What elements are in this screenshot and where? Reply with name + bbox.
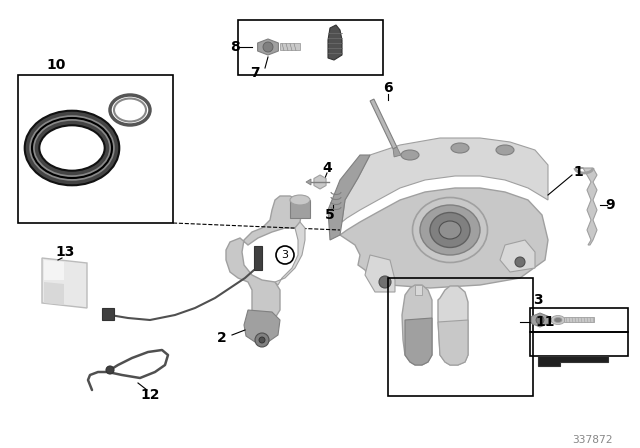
Circle shape [255,333,269,347]
Polygon shape [314,175,326,189]
Polygon shape [438,286,468,365]
Circle shape [263,42,273,52]
Bar [254,246,262,270]
Polygon shape [370,99,397,149]
Circle shape [106,366,114,374]
Text: 12: 12 [140,388,160,402]
Ellipse shape [413,198,488,263]
Polygon shape [275,222,305,285]
Ellipse shape [401,150,419,160]
Polygon shape [226,196,302,322]
Text: 13: 13 [55,245,75,259]
Polygon shape [44,260,64,280]
Bar [388,278,533,396]
Ellipse shape [290,195,310,205]
Circle shape [379,276,391,288]
Polygon shape [340,188,548,288]
Bar [290,200,310,218]
Bar [564,318,594,323]
Ellipse shape [554,318,562,323]
Ellipse shape [496,145,514,155]
Polygon shape [500,240,535,272]
Ellipse shape [439,221,461,239]
Text: 6: 6 [383,81,393,95]
Polygon shape [44,282,64,305]
Polygon shape [258,39,278,55]
Text: 10: 10 [46,58,66,72]
Polygon shape [405,318,432,365]
Polygon shape [575,168,597,245]
Circle shape [536,316,544,324]
Text: 337872: 337872 [572,435,612,445]
Bar [18,75,173,223]
Bar [238,20,383,75]
Polygon shape [531,313,548,327]
Circle shape [515,257,525,267]
Polygon shape [365,255,395,292]
Polygon shape [306,179,311,185]
Bar [530,332,628,356]
Polygon shape [328,155,370,240]
Bar [102,308,114,320]
Text: 1: 1 [573,165,583,179]
Text: 8: 8 [230,40,240,54]
Text: 5: 5 [325,208,335,222]
Text: 9: 9 [605,198,615,212]
Circle shape [259,337,265,343]
Ellipse shape [430,212,470,247]
Polygon shape [438,320,468,365]
Polygon shape [538,356,608,366]
Polygon shape [328,25,342,60]
Polygon shape [342,138,548,222]
Ellipse shape [420,205,480,255]
Polygon shape [244,310,280,342]
Polygon shape [42,258,87,308]
Ellipse shape [451,143,469,153]
Ellipse shape [551,315,565,324]
Text: 4: 4 [322,161,332,175]
Text: 3: 3 [282,250,289,260]
Text: 7: 7 [250,66,260,80]
Polygon shape [415,285,422,295]
Text: 3: 3 [533,293,543,307]
Bar [280,43,300,51]
Bar [530,308,628,332]
Polygon shape [393,147,401,157]
Text: 2: 2 [217,331,227,345]
Polygon shape [402,285,432,365]
Text: 11: 11 [535,315,555,329]
